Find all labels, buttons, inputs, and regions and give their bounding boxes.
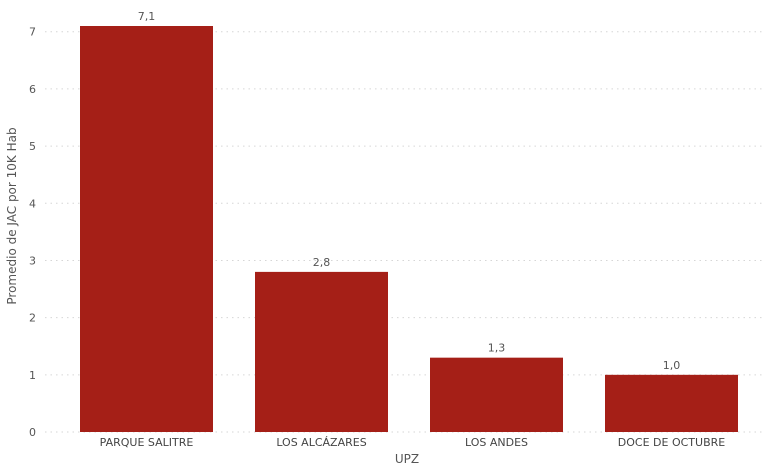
bar[interactable] <box>255 271 388 432</box>
bar[interactable] <box>605 374 738 432</box>
bar[interactable] <box>430 357 563 432</box>
y-tick-label: 4 <box>29 197 36 210</box>
data-label: 1,3 <box>488 342 506 355</box>
x-category-label: PARQUE SALITRE <box>100 436 194 449</box>
x-category-label: LOS ALCÁZARES <box>276 436 366 449</box>
x-category-label: DOCE DE OCTUBRE <box>618 436 725 449</box>
y-axis-ticks: 0 1 2 3 4 5 6 7 <box>29 26 36 439</box>
data-label: 7,1 <box>138 10 156 23</box>
data-label: 2,8 <box>313 256 331 269</box>
x-axis-title: UPZ <box>395 452 419 466</box>
data-labels: 7,1 2,8 1,3 1,0 <box>138 10 681 372</box>
y-tick-label: 2 <box>29 312 36 325</box>
y-tick-label: 5 <box>29 140 36 153</box>
bars <box>80 26 738 432</box>
y-tick-label: 0 <box>29 426 36 439</box>
y-axis-title: Promedio de JAC por 10K Hab <box>5 127 19 304</box>
y-tick-label: 6 <box>29 83 36 96</box>
x-category-label: LOS ANDES <box>465 436 528 449</box>
y-tick-label: 3 <box>29 254 36 267</box>
data-label: 1,0 <box>663 359 681 372</box>
y-tick-label: 7 <box>29 26 36 39</box>
bar[interactable] <box>80 26 213 432</box>
y-tick-label: 1 <box>29 369 36 382</box>
x-axis-categories: PARQUE SALITRE LOS ALCÁZARES LOS ANDES DOCE… <box>100 436 726 449</box>
